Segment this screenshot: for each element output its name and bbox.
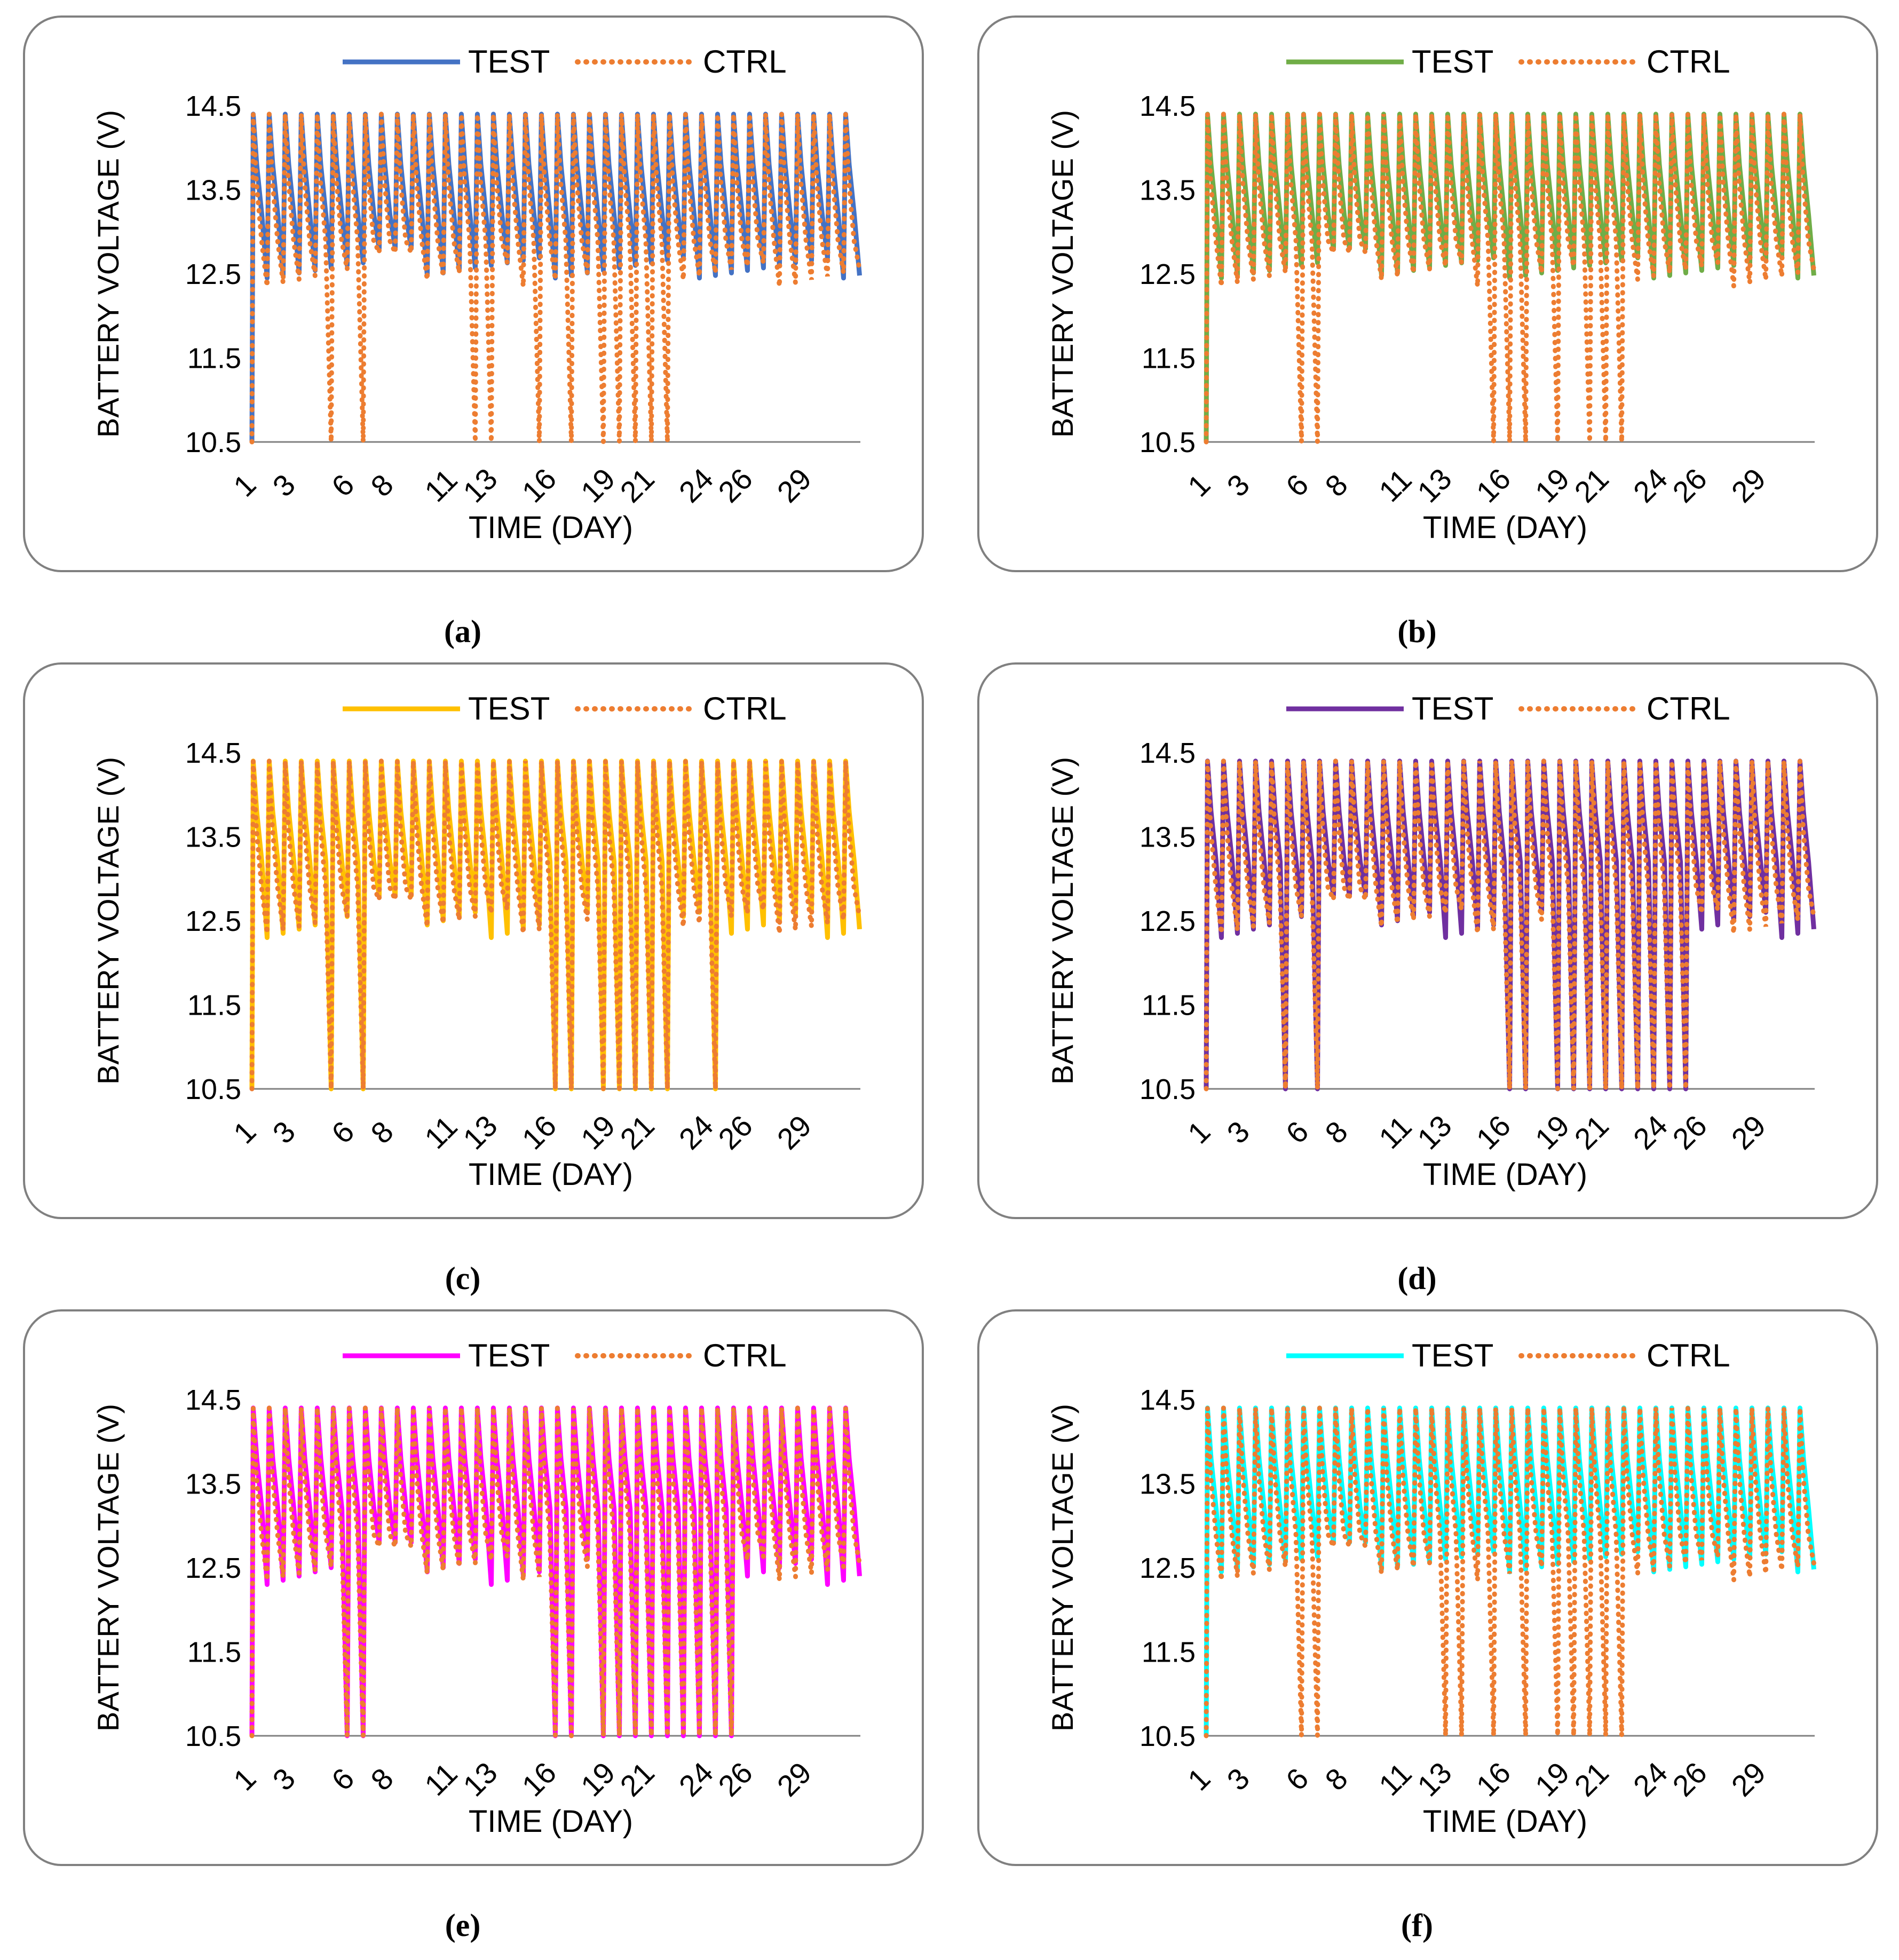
caption-e: (e): [445, 1908, 481, 1943]
legend-ctrl-label: CTRL: [703, 44, 787, 80]
plot-series: [249, 112, 862, 445]
y-tick-label: 11.5: [1142, 1637, 1196, 1669]
plot-series: [249, 1405, 862, 1738]
y-tick-label: 12.5: [185, 258, 241, 290]
y-tick-label: 11.5: [187, 343, 241, 375]
y-tick-label: 11.5: [187, 990, 241, 1022]
y-tick-label: 14.5: [185, 737, 241, 769]
y-tick-label: 11.5: [1142, 990, 1196, 1022]
x-axis-title: TIME (DAY): [469, 1804, 633, 1839]
y-tick-label: 10.5: [185, 426, 241, 459]
y-tick-label: 14.5: [1140, 1384, 1196, 1416]
x-axis-title: TIME (DAY): [1423, 1804, 1587, 1839]
panel-frame: [23, 662, 924, 1219]
y-tick-label: 14.5: [185, 1384, 241, 1416]
legend-ctrl-label: CTRL: [703, 1338, 787, 1373]
legend-ctrl-label: CTRL: [1647, 1338, 1730, 1373]
y-tick-label: 10.5: [1140, 1720, 1196, 1752]
series-ctrl-line: [249, 761, 862, 1092]
y-tick-label: 12.5: [1140, 1552, 1196, 1584]
legend-test-label: TEST: [1412, 691, 1493, 726]
y-axis-title: BATTERY VOLTAGE (V): [1046, 757, 1079, 1085]
series-ctrl-line: [249, 1408, 862, 1738]
y-tick-label: 13.5: [185, 1468, 241, 1500]
y-tick-label: 12.5: [1140, 905, 1196, 937]
legend-ctrl-label: CTRL: [1647, 44, 1730, 80]
plot-series: [249, 758, 862, 1092]
legend-test-label: TEST: [1412, 1338, 1493, 1373]
y-tick-label: 10.5: [1140, 426, 1196, 459]
y-tick-label: 10.5: [1140, 1073, 1196, 1105]
caption-c: (c): [445, 1261, 481, 1296]
y-tick-label: 10.5: [185, 1073, 241, 1105]
plot-series: [1204, 112, 1816, 445]
x-axis-title: TIME (DAY): [469, 1157, 633, 1192]
panel-frame: [977, 15, 1878, 572]
y-tick-label: 13.5: [1140, 1468, 1196, 1500]
plot-series: [1204, 758, 1816, 1092]
caption-b: (b): [1397, 614, 1436, 649]
y-tick-label: 11.5: [1142, 343, 1196, 375]
y-tick-label: 11.5: [187, 1637, 241, 1669]
y-axis-title: BATTERY VOLTAGE (V): [91, 1404, 125, 1732]
y-tick-label: 12.5: [1140, 258, 1196, 290]
x-axis-title: TIME (DAY): [469, 510, 633, 545]
legend-ctrl-label: CTRL: [1647, 691, 1730, 726]
x-axis-title: TIME (DAY): [1423, 510, 1587, 545]
series-ctrl-line: [1204, 761, 1816, 1092]
y-tick-label: 14.5: [185, 90, 241, 122]
plot-series: [1204, 1405, 1816, 1738]
y-tick-label: 14.5: [1140, 737, 1196, 769]
y-tick-label: 14.5: [1140, 90, 1196, 122]
legend-test-label: TEST: [468, 691, 550, 726]
legend-ctrl-label: CTRL: [703, 691, 787, 726]
series-ctrl-line: [1204, 1408, 1816, 1738]
y-tick-label: 13.5: [185, 175, 241, 207]
y-axis-title: BATTERY VOLTAGE (V): [91, 757, 125, 1085]
panel-frame: [977, 1309, 1878, 1866]
caption-d: (d): [1397, 1261, 1436, 1296]
y-tick-label: 13.5: [1140, 175, 1196, 207]
legend-test-label: TEST: [468, 1338, 550, 1373]
y-tick-label: 13.5: [1140, 821, 1196, 853]
y-axis-title: BATTERY VOLTAGE (V): [1046, 1404, 1079, 1732]
y-tick-label: 10.5: [185, 1720, 241, 1752]
caption-a: (a): [444, 614, 481, 649]
y-axis-title: BATTERY VOLTAGE (V): [91, 110, 125, 438]
series-ctrl-line: [1204, 114, 1816, 445]
y-tick-label: 12.5: [185, 1552, 241, 1584]
legend-test-label: TEST: [468, 44, 550, 80]
legend-test-label: TEST: [1412, 44, 1493, 80]
y-axis-title: BATTERY VOLTAGE (V): [1046, 110, 1079, 438]
series-ctrl-line: [249, 114, 862, 445]
x-axis-title: TIME (DAY): [1423, 1157, 1587, 1192]
y-tick-label: 12.5: [185, 905, 241, 937]
caption-f: (f): [1401, 1908, 1433, 1943]
y-tick-label: 13.5: [185, 821, 241, 853]
